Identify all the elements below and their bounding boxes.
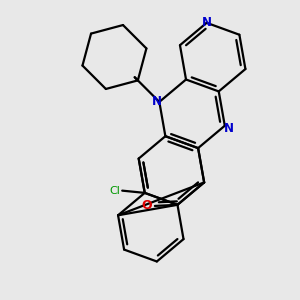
Text: Cl: Cl — [110, 186, 121, 196]
Text: N: N — [152, 95, 162, 108]
Text: N: N — [202, 16, 212, 29]
Text: N: N — [224, 122, 233, 134]
Text: O: O — [141, 200, 152, 212]
